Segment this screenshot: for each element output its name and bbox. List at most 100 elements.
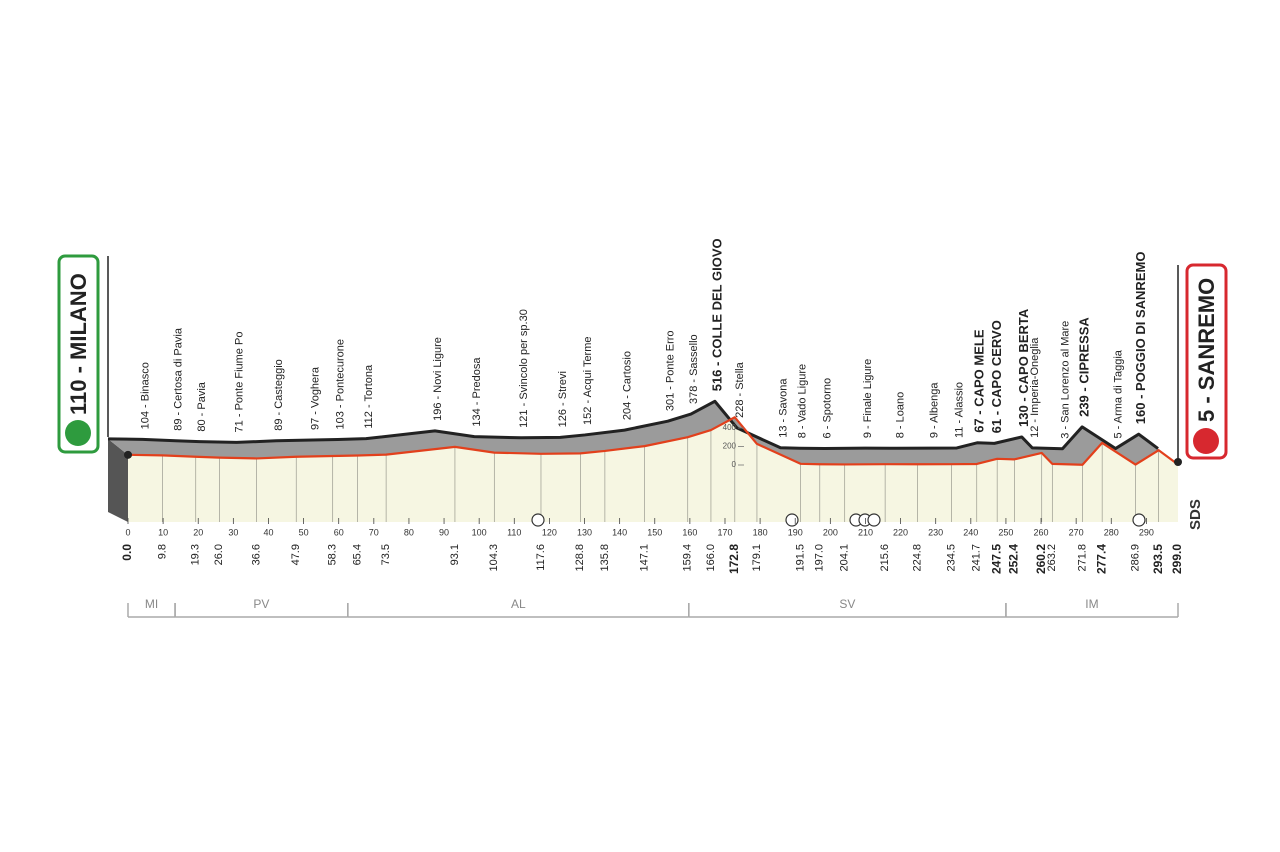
feature-icon xyxy=(1132,513,1146,527)
km-label: 234.5 xyxy=(945,544,957,572)
km-label: 172.8 xyxy=(727,544,741,574)
region-label: PV xyxy=(253,597,269,611)
km-label: 166.0 xyxy=(705,544,717,572)
km-label: 73.5 xyxy=(380,544,392,565)
x-tick-label: 250 xyxy=(998,527,1013,537)
x-tick-label: 210 xyxy=(858,527,873,537)
waypoint-label: 80 - Pavia xyxy=(196,381,208,431)
feature-icon xyxy=(531,513,545,527)
feature-icon xyxy=(785,513,799,527)
km-label: 191.5 xyxy=(794,544,806,572)
km-label: 147.1 xyxy=(638,544,650,572)
y-tick-label: 0 xyxy=(732,460,737,469)
profile-line xyxy=(127,416,1179,466)
waypoint-label: 8 - Vado Ligure xyxy=(797,364,809,438)
km-label: 252.4 xyxy=(1007,544,1021,574)
x-tick-label: 230 xyxy=(928,527,943,537)
region-label: SV xyxy=(839,597,855,611)
km-label: 19.3 xyxy=(190,544,202,565)
waypoint-label: 89 - Casteggio xyxy=(273,359,285,431)
waypoint-label: 9 - Finale Ligure xyxy=(862,359,874,439)
x-tick-label: 120 xyxy=(542,527,557,537)
x-tick-label: 150 xyxy=(647,527,662,537)
waypoint-label: 103 - Pontecurone xyxy=(335,339,347,430)
x-tick-label: 90 xyxy=(439,527,449,537)
waypoint-label: 97 - Voghera xyxy=(310,366,322,430)
waypoint-label: 67 - CAPO MELE xyxy=(972,329,987,433)
waypoint-label: 13 - Savona xyxy=(777,378,789,438)
km-label: 224.8 xyxy=(911,544,923,572)
waypoint-label: 134 - Predosa xyxy=(471,357,483,427)
region-label: MI xyxy=(145,597,158,611)
waypoint-label: 196 - Novi Ligure xyxy=(432,337,444,421)
waypoint-label: 228 - Stella xyxy=(734,361,746,418)
start-label: 110 - MILANO xyxy=(66,273,91,415)
waypoint-label: 5 - Arma di Taggia xyxy=(1112,349,1124,438)
km-label: 263.2 xyxy=(1046,544,1058,572)
waypoint-label: 61 - CAPO CERVO xyxy=(989,320,1004,433)
waypoint-label: 9 - Albenga xyxy=(928,382,940,439)
waypoint-label: 516 - COLLE DEL GIOVO xyxy=(709,238,724,391)
km-label: 286.9 xyxy=(1129,544,1141,572)
x-tick-label: 140 xyxy=(612,527,627,537)
km-label: 197.0 xyxy=(814,544,826,572)
y-tick-label: 400 xyxy=(723,423,737,432)
x-tick-label: 10 xyxy=(158,527,168,537)
end-box xyxy=(1185,263,1228,460)
x-tick-label: 180 xyxy=(753,527,768,537)
x-tick-label: 50 xyxy=(299,527,309,537)
km-label: 271.8 xyxy=(1076,544,1088,572)
km-label: 159.4 xyxy=(682,544,694,572)
x-tick-label: 80 xyxy=(404,527,414,537)
km-label: 93.1 xyxy=(449,544,461,565)
waypoint-label: 126 - Strevi xyxy=(557,371,569,427)
waypoint-label: 89 - Certosa di Pavia xyxy=(173,327,185,431)
km-label: 117.6 xyxy=(535,544,547,571)
x-tick-label: 240 xyxy=(963,527,978,537)
km-label: 9.8 xyxy=(156,544,168,559)
km-label: 128.8 xyxy=(574,544,586,572)
waypoint-label: 11 - Alassio xyxy=(954,382,966,438)
km-label: 104.3 xyxy=(488,544,500,572)
x-tick-label: 280 xyxy=(1104,527,1119,537)
waypoint-label: 301 - Ponte Erro xyxy=(665,330,677,411)
x-tick-label: 70 xyxy=(369,527,379,537)
km-label: 299.0 xyxy=(1170,544,1184,574)
km-label: 293.5 xyxy=(1151,544,1165,574)
waypoint-label: 378 - Sassello xyxy=(688,334,700,404)
x-tick-label: 100 xyxy=(472,527,487,537)
waypoint-label: 8 - Loano xyxy=(894,392,906,438)
profile-side xyxy=(108,438,128,522)
x-tick-label: 110 xyxy=(507,527,521,537)
x-tick-label: 40 xyxy=(263,527,273,537)
end-dot xyxy=(1174,458,1182,466)
end-icon xyxy=(1193,428,1219,454)
km-label: 277.4 xyxy=(1094,544,1108,574)
x-tick-label: 260 xyxy=(1034,527,1049,537)
waypoint-label: 121 - Svincolo per sp.30 xyxy=(518,309,530,428)
region-label: IM xyxy=(1085,597,1098,611)
start-box xyxy=(57,254,100,454)
waypoint-label: 104 - Binasco xyxy=(139,362,151,429)
end-label: 5 - SANREMO xyxy=(1194,278,1219,422)
waypoint-label: 112 - Tortona xyxy=(363,364,375,429)
x-tick-label: 130 xyxy=(577,527,592,537)
x-tick-label: 190 xyxy=(788,527,803,537)
x-tick-label: 30 xyxy=(228,527,238,537)
waypoint-label: 130 - CAPO BERTA xyxy=(1016,308,1031,427)
x-tick-label: 20 xyxy=(193,527,203,537)
x-tick-label: 200 xyxy=(823,527,838,537)
profile-body xyxy=(128,417,1178,522)
waypoint-label: 239 - CIPRESSA xyxy=(1077,317,1092,417)
x-tick-label: 220 xyxy=(893,527,908,537)
x-tick-label: 290 xyxy=(1139,527,1154,537)
feature-icons xyxy=(531,513,1146,527)
start-icon xyxy=(65,420,91,446)
km-label: 215.6 xyxy=(879,544,891,572)
waypoint-label: 152 - Acqui Terme xyxy=(582,336,594,424)
profile-layer xyxy=(107,399,1179,522)
x-tick-label: 0 xyxy=(125,527,130,537)
x-tick-label: 170 xyxy=(717,527,732,537)
km-label: 241.7 xyxy=(971,544,983,572)
y-tick-label: 200 xyxy=(723,442,737,451)
